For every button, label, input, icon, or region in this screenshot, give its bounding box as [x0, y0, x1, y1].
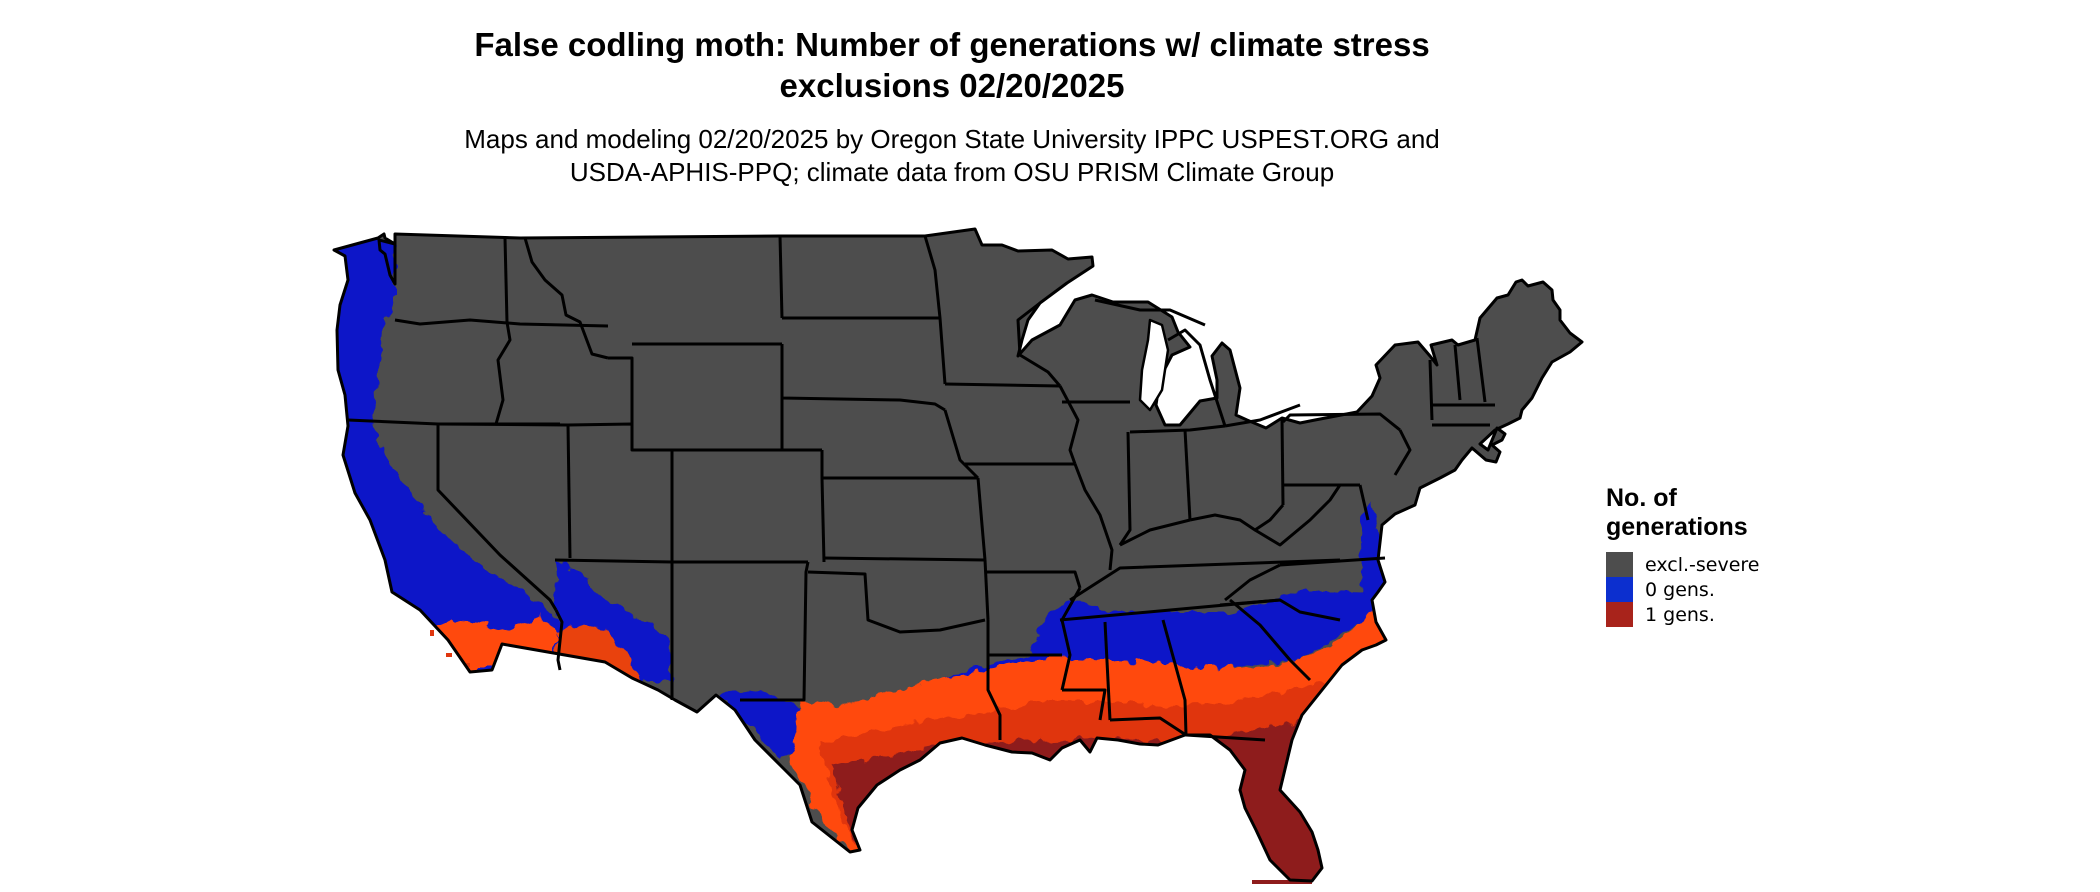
mi-upper-peninsula [1094, 298, 1206, 327]
legend-swatch-one-gen [1606, 602, 1633, 627]
ky-tn-border [1069, 558, 1341, 602]
nc-sc-border [1219, 598, 1341, 622]
id-wy-border [608, 356, 634, 424]
mo-il-border [1073, 463, 1114, 571]
mi-lower-peninsula [1167, 328, 1227, 427]
ny-vt-nh-border [1428, 359, 1434, 421]
land-excluded-area [334, 229, 1582, 881]
nv-id-border [437, 422, 569, 427]
lake-michigan [1138, 318, 1170, 412]
al-ga-border [1161, 619, 1188, 736]
in-ky-border [1119, 518, 1191, 547]
map-fragments [430, 630, 1312, 884]
nm-tx-border [740, 561, 810, 702]
map-title-line-2: exclusions 02/20/2025 [779, 67, 1125, 104]
legend-item-zero-gens: 0 gens. [1606, 577, 1866, 602]
in-oh-border [1183, 429, 1192, 521]
nh-me-border [1475, 337, 1487, 403]
mt-nd-border [778, 235, 784, 319]
map-subtitle-line-1: Maps and modeling 02/20/2025 by Oregon S… [464, 124, 1440, 154]
ca-nv-border [436, 424, 558, 611]
ga-sc-border [1229, 598, 1312, 682]
ok-tx-border [807, 570, 986, 634]
baja-fragment [430, 630, 434, 636]
channel-island-fragment [446, 653, 452, 657]
nd-mn-border [923, 235, 947, 385]
wa-or-border [394, 318, 609, 328]
mn-wi-border [1016, 301, 1062, 387]
legend-title-line-1: No. of [1606, 484, 1677, 512]
oh-pa-border [1280, 417, 1285, 506]
ut-az-border [554, 558, 673, 564]
state-boundaries [332, 227, 1584, 883]
legend-title-line-2: generations [1606, 513, 1748, 541]
al-fl-border [1109, 716, 1187, 737]
pa-ny-border [1281, 412, 1401, 432]
legend-item-excluded: excl.-severe [1606, 552, 1866, 577]
wv-va-border [1254, 484, 1342, 547]
channel-island-fragment-2 [466, 663, 470, 667]
tn-nc-border [1224, 563, 1281, 602]
legend-title: No. of generations [1606, 484, 1866, 542]
nv-ut-border [566, 424, 572, 559]
ks-mo-border [976, 477, 987, 561]
de-md-border [1358, 484, 1370, 521]
map-subtitle-line-2: USDA-APHIS-PPQ; climate data from OSU PR… [569, 157, 1335, 187]
map-title: False codling moth: Number of generation… [0, 24, 1904, 106]
sd-ne-border [780, 344, 946, 412]
lake-erie-shore [1224, 403, 1301, 428]
legend-swatch-zero-gens [1606, 577, 1633, 602]
oh-wv-ky-border [1189, 504, 1285, 532]
ne-mo-border [943, 409, 980, 480]
tx-la-border [986, 620, 1002, 740]
legend-item-one-gen: 1 gens. [1606, 602, 1866, 627]
wa-id-border [503, 237, 509, 323]
legend-swatch-excluded [1606, 552, 1633, 577]
vt-nh-border [1453, 344, 1462, 401]
az-ca-border [554, 609, 564, 671]
ks-ok-border [823, 556, 986, 562]
keys-fragment [1252, 880, 1312, 884]
map-legend: No. of generations excl.-severe 0 gens. … [1606, 484, 1866, 627]
ms-al-border [1103, 621, 1112, 721]
ok-ar-border [983, 559, 990, 621]
co-ks-border [820, 477, 826, 563]
sd-ia-border [944, 382, 1061, 388]
mi-in-oh-border [1129, 424, 1226, 434]
nj-border [1393, 429, 1412, 476]
il-in-border [1118, 431, 1132, 546]
legend-label-zero-gens: 0 gens. [1645, 578, 1715, 601]
legend-label-excluded: excl.-severe [1645, 553, 1760, 576]
ar-ms-border [1060, 587, 1082, 691]
id-mt-border [523, 237, 609, 360]
mo-ar-border [985, 570, 1082, 589]
va-nc-border [1279, 556, 1386, 567]
ga-fl-border [1185, 733, 1266, 742]
map-title-line-1: False codling moth: Number of generation… [474, 26, 1430, 63]
la-ms-border [1062, 688, 1107, 721]
map-subtitle: Maps and modeling 02/20/2025 by Oregon S… [0, 123, 1904, 189]
legend-label-one-gen: 1 gens. [1645, 603, 1715, 626]
or-id-border [494, 321, 512, 425]
